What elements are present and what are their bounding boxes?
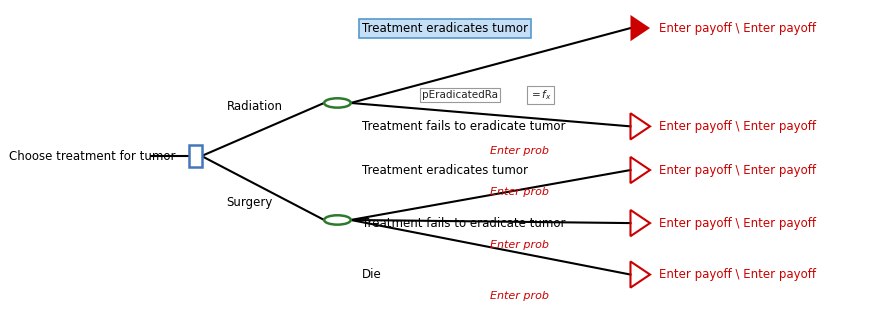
Text: Enter prob: Enter prob <box>490 146 549 156</box>
Bar <box>189 145 202 167</box>
Circle shape <box>324 98 351 108</box>
Text: pEradicatedRa: pEradicatedRa <box>422 90 498 100</box>
Text: Treatment eradicates tumor: Treatment eradicates tumor <box>362 22 528 35</box>
Text: Enter payoff \ Enter payoff: Enter payoff \ Enter payoff <box>659 163 816 177</box>
Text: Choose treatment for tumor: Choose treatment for tumor <box>9 149 175 163</box>
Text: Enter payoff \ Enter payoff: Enter payoff \ Enter payoff <box>659 217 816 230</box>
Text: Enter prob: Enter prob <box>490 291 549 301</box>
Circle shape <box>324 215 351 225</box>
Polygon shape <box>630 15 650 41</box>
Text: Enter payoff \ Enter payoff: Enter payoff \ Enter payoff <box>659 22 816 35</box>
Text: Enter payoff \ Enter payoff: Enter payoff \ Enter payoff <box>659 120 816 133</box>
Text: Treatment fails to eradicate tumor: Treatment fails to eradicate tumor <box>362 217 566 230</box>
Text: $=f_x$: $=f_x$ <box>529 88 552 102</box>
Text: Surgery: Surgery <box>226 196 273 209</box>
Text: Die: Die <box>362 268 382 281</box>
Text: Enter prob: Enter prob <box>490 187 549 197</box>
Text: Enter payoff \ Enter payoff: Enter payoff \ Enter payoff <box>659 268 816 281</box>
Text: Radiation: Radiation <box>226 100 282 113</box>
Text: Enter prob: Enter prob <box>490 240 549 250</box>
Text: Treatment fails to eradicate tumor: Treatment fails to eradicate tumor <box>362 120 566 133</box>
Text: Treatment eradicates tumor: Treatment eradicates tumor <box>362 163 528 177</box>
